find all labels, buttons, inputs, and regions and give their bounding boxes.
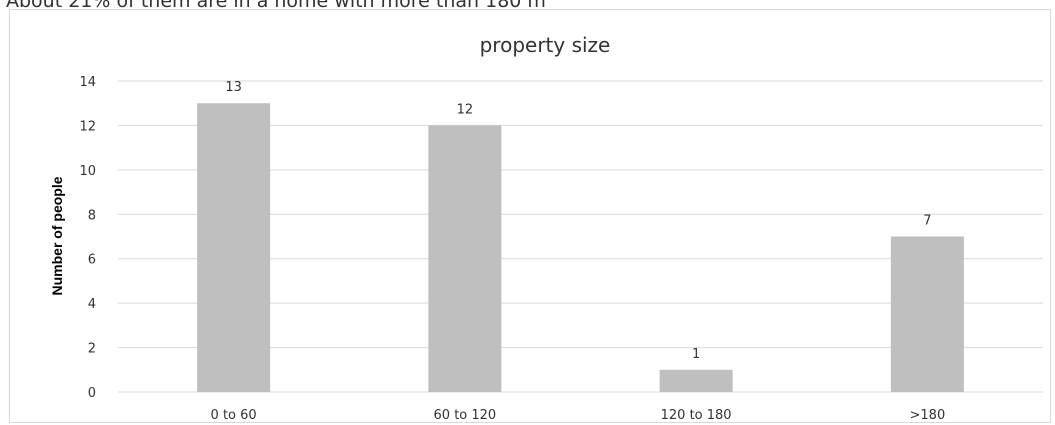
y-tick-label: 8 [88, 208, 96, 223]
data-label: 7 [923, 214, 931, 229]
bar [197, 103, 271, 392]
y-axis-title: Number of people [49, 176, 65, 295]
gridlines [118, 80, 1043, 393]
bar [428, 125, 502, 392]
y-tick-label: 6 [88, 253, 96, 268]
x-tick-label: 120 to 180 [661, 408, 732, 423]
bars [197, 103, 964, 392]
y-tick-label: 2 [88, 342, 96, 357]
data-label: 12 [457, 102, 474, 117]
data-labels: 13 12 1 7 [225, 80, 931, 362]
chart-title: property size [480, 33, 611, 57]
bar [890, 236, 964, 392]
y-tick-label: 12 [79, 119, 96, 134]
x-tick-label: >180 [910, 408, 946, 423]
y-tick-label: 0 [88, 386, 96, 401]
y-tick-label: 10 [79, 164, 96, 179]
data-label: 13 [225, 80, 242, 95]
x-axis-ticks: 0 to 60 60 to 120 120 to 180 >180 [211, 408, 946, 423]
chart-frame [9, 9, 1051, 423]
x-tick-label: 60 to 120 [434, 408, 497, 423]
x-tick-label: 0 to 60 [211, 408, 257, 423]
y-tick-label: 14 [79, 75, 96, 90]
y-tick-label: 4 [88, 297, 96, 312]
y-axis-ticks: 0 2 4 6 8 10 12 14 [79, 75, 96, 401]
bar [659, 369, 733, 392]
data-label: 1 [692, 347, 700, 362]
